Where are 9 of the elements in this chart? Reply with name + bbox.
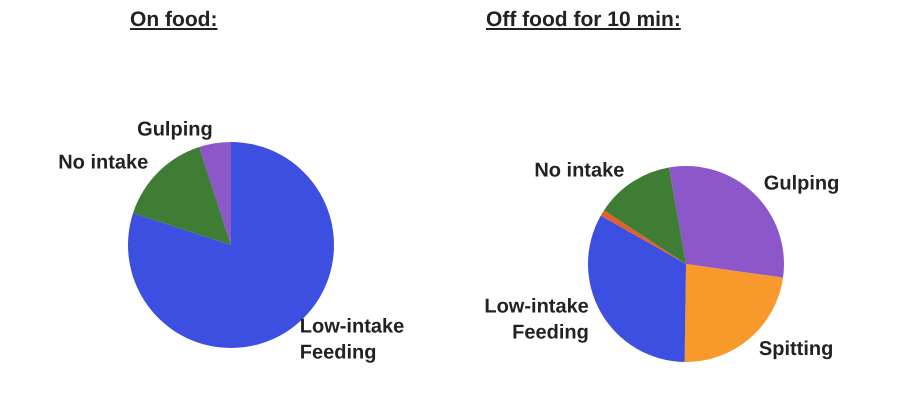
slice-label: No intake [534,159,624,182]
slice-label: Gulping [764,172,840,194]
slice-label: Low-intake Feeding [300,316,404,364]
chart-title: Off food for 10 min: [486,8,681,32]
slice-label: Spitting [758,338,834,360]
slice-label: Gulping [137,118,213,140]
chart-title: On food: [130,8,218,32]
slice-label: No intake [58,151,148,174]
slice-label: Low-intake Feeding [484,296,589,344]
